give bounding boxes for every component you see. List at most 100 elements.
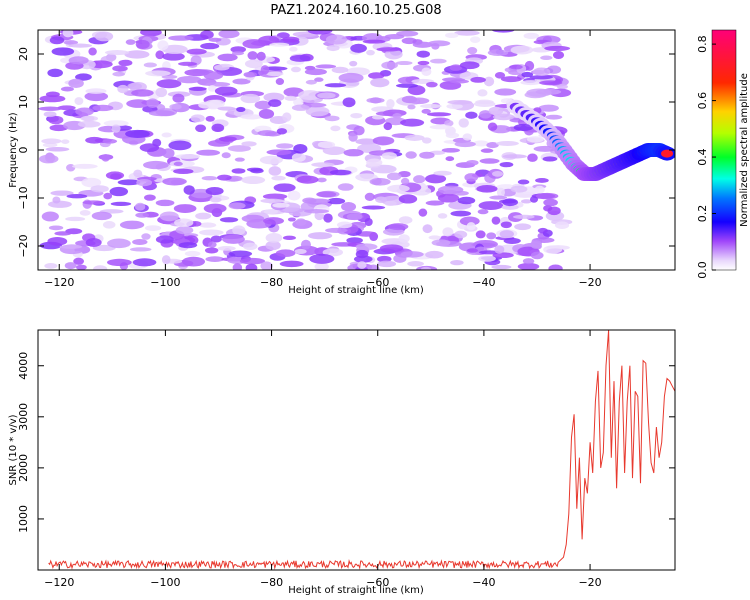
heatmap-cell (425, 250, 444, 259)
heatmap-cell (450, 210, 472, 217)
heatmap-cell (42, 142, 58, 148)
heatmap-cell (217, 53, 238, 62)
heatmap-cell (260, 65, 270, 75)
heatmap-cell (240, 93, 261, 104)
chart-title: PAZ1.2024.160.10.25.G08 (270, 3, 441, 18)
heatmap-cell (39, 95, 66, 103)
heatmap-cell (156, 79, 182, 89)
heatmap-cell (287, 190, 301, 201)
y-tick-label: 0 (17, 147, 30, 154)
y-tick-label: 1000 (17, 505, 30, 533)
heatmap-cell (293, 97, 304, 107)
heatmap-cell (200, 30, 214, 40)
heatmap-cell (75, 107, 94, 116)
heatmap-cell (475, 230, 486, 239)
heatmap-cell (162, 177, 187, 186)
heatmap-cell (196, 149, 221, 156)
heatmap-cell (38, 106, 62, 111)
x-tick-label: −60 (366, 576, 389, 589)
heatmap-cell (307, 30, 333, 35)
heatmap-cell (232, 225, 246, 236)
heatmap-cell (346, 237, 363, 244)
heatmap-cell (462, 133, 473, 141)
heatmap-cell (72, 163, 98, 169)
x-tick-label: −40 (472, 576, 495, 589)
heatmap-cell (314, 262, 329, 270)
heatmap-cell (195, 212, 212, 220)
heatmap-cell (426, 112, 452, 117)
heatmap-cell (417, 60, 430, 66)
heatmap-cell (92, 104, 114, 112)
heatmap-cell (263, 92, 285, 102)
heatmap-cell (74, 97, 84, 106)
heatmap-cell (266, 71, 284, 77)
heatmap-cell (47, 68, 63, 78)
colorbar-frame (711, 29, 737, 271)
heatmap-cell (421, 67, 432, 77)
heatmap-cell (294, 248, 307, 254)
heatmap-cell (513, 123, 534, 132)
heatmap-cell (260, 261, 273, 270)
heatmap-cell (282, 36, 300, 43)
x-tick-label: −120 (44, 576, 74, 589)
heatmap-cell (526, 136, 544, 143)
heatmap-cell (105, 50, 130, 56)
heatmap-cell (219, 217, 239, 223)
heatmap-cell (522, 258, 535, 265)
heatmap-cell (146, 98, 159, 108)
heatmap-cell (266, 149, 292, 156)
heatmap-cell (231, 51, 244, 56)
heatmap-cell (117, 84, 129, 94)
heatmap-cell (311, 162, 335, 168)
heatmap-cell (105, 171, 125, 180)
heatmap-cell (244, 59, 263, 69)
heatmap-cell (173, 168, 194, 175)
heatmap-cell (419, 151, 435, 159)
heatmap-cell (101, 154, 110, 162)
heatmap-cell (329, 169, 352, 176)
heatmap-cell (143, 62, 157, 68)
heatmap-cell (155, 199, 175, 207)
heatmap-cell (470, 76, 486, 83)
colorbar-scale (712, 30, 736, 270)
heatmap-cell (454, 141, 476, 148)
heatmap-cell (536, 192, 559, 200)
heatmap-cell (178, 242, 198, 249)
heatmap-cell (325, 34, 348, 45)
heatmap-cell (441, 147, 460, 153)
heatmap-cell (393, 254, 407, 263)
heatmap-cell (322, 146, 346, 156)
heatmap-cell (173, 204, 197, 213)
heatmap-cell (304, 68, 327, 76)
heatmap-cell (103, 120, 129, 127)
heatmap-cell (395, 61, 413, 66)
heatmap-cell (437, 185, 464, 195)
heatmap-cell (500, 221, 512, 229)
heatmap-cell (491, 171, 504, 177)
heatmap-cell (535, 178, 549, 183)
heatmap-cell (260, 198, 284, 204)
heatmap-cell (325, 227, 348, 233)
heatmap-cell (317, 141, 336, 149)
y-tick-label: 20 (17, 47, 30, 61)
heatmap-cell (48, 225, 64, 231)
heatmap-cell (386, 172, 402, 181)
heatmap-cell (496, 140, 519, 146)
snr-y-axis: 1000 2000 3000 4000 (17, 352, 675, 533)
heatmap-cell (68, 56, 89, 65)
heatmap-cell (231, 168, 246, 174)
heatmap-cell (431, 239, 451, 247)
heatmap-cell (316, 191, 337, 198)
heatmap-cell (459, 216, 480, 226)
heatmap-cell (489, 195, 508, 200)
heatmap-cell (509, 64, 523, 70)
heatmap-cell (387, 184, 410, 193)
heatmap-cell (398, 216, 413, 224)
x-tick-label: −100 (150, 576, 180, 589)
heatmap-cell (205, 81, 231, 87)
heatmap-cell (364, 192, 375, 201)
colorbar-tick-label: 0.2 (696, 205, 709, 223)
heatmap-cell (398, 194, 418, 204)
x-tick-label: −100 (150, 276, 180, 289)
